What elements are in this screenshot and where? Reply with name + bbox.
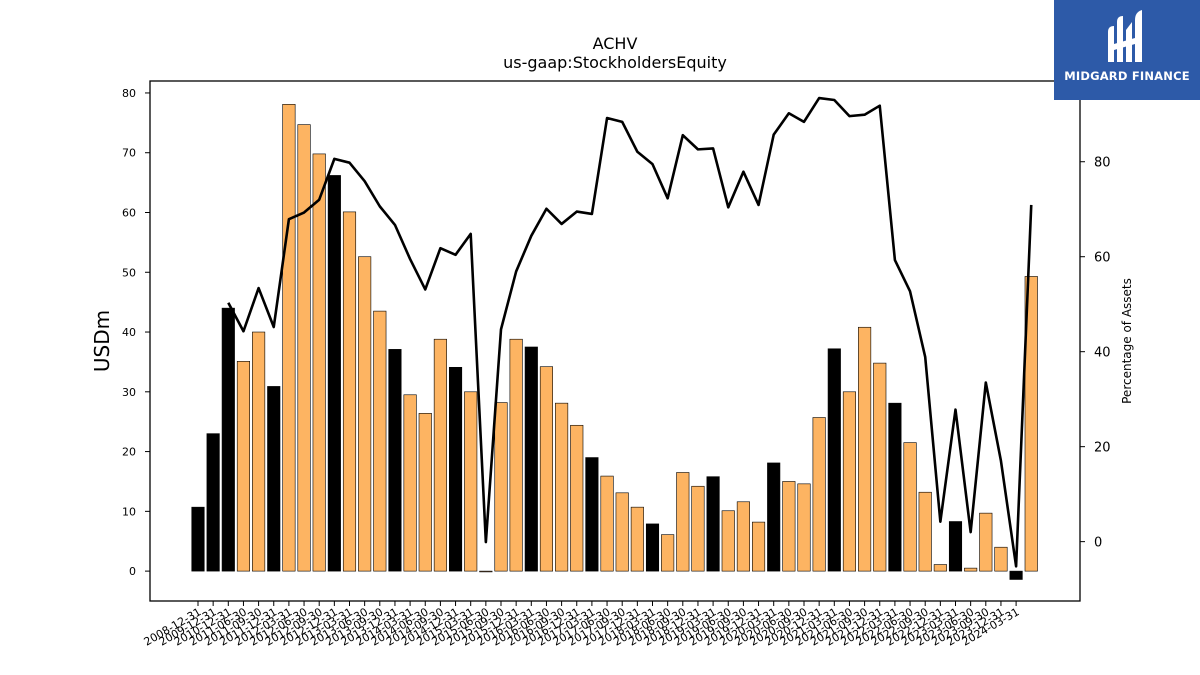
line-series	[227, 96, 1033, 568]
chart-title: ACHV	[593, 34, 638, 53]
y2-tick-label: 20	[1094, 441, 1111, 456]
y2-tick-label: 40	[1094, 346, 1111, 361]
bar	[797, 483, 811, 572]
y-tick-label: 10	[122, 505, 136, 518]
bar	[676, 472, 690, 572]
bar	[812, 417, 826, 572]
bar	[555, 402, 569, 572]
bar	[842, 391, 857, 572]
bar	[661, 534, 675, 572]
bar	[964, 567, 978, 572]
bar	[570, 424, 584, 572]
bar	[918, 491, 932, 572]
bar	[433, 338, 447, 572]
bar	[630, 506, 644, 572]
bar	[448, 366, 463, 572]
chart-subtitle: us-gaap:StockholdersEquity	[503, 53, 727, 72]
bar	[191, 506, 205, 572]
y-tick-label: 30	[122, 386, 136, 399]
bar	[358, 256, 372, 572]
bar	[327, 175, 341, 572]
bar	[1009, 570, 1023, 580]
bar	[827, 348, 841, 572]
bar	[933, 564, 947, 572]
bar	[979, 512, 993, 572]
bar	[585, 457, 599, 572]
bar	[994, 546, 1008, 572]
bar	[312, 153, 326, 572]
bar	[600, 475, 614, 572]
y-tick-label: 70	[122, 147, 136, 160]
y2-tick-label: 80	[1094, 156, 1111, 171]
bar	[342, 211, 357, 572]
bar	[736, 501, 750, 572]
bar	[751, 521, 766, 572]
bar	[873, 362, 887, 572]
bar	[418, 413, 432, 572]
bar	[645, 523, 660, 572]
y-tick-label: 50	[122, 266, 136, 279]
bar	[388, 349, 402, 572]
bar	[615, 492, 629, 572]
bar	[948, 521, 963, 572]
bar	[1024, 276, 1038, 572]
bar	[858, 326, 872, 572]
plot-area	[191, 96, 1038, 580]
bar	[479, 570, 493, 573]
x-axis: 2008-12-312009-12-312010-12-312011-06-30…	[142, 601, 1022, 649]
brand-name: MIDGARD FINANCE	[1064, 69, 1190, 83]
bar	[236, 361, 250, 572]
bar	[888, 402, 902, 572]
y2-axis-label: Percentage of Assets	[1120, 278, 1134, 404]
y2-tick-label: 0	[1094, 536, 1102, 551]
bar	[767, 462, 781, 572]
y-tick-label: 80	[122, 87, 136, 100]
bar	[691, 485, 705, 572]
brand-logo: MIDGARD FINANCE	[1054, 0, 1200, 100]
bar	[206, 433, 220, 572]
bar	[782, 481, 796, 572]
y-tick-label: 0	[129, 565, 136, 578]
bar	[221, 307, 235, 572]
midgard-logo-icon	[1108, 10, 1142, 62]
y-tick-label: 20	[122, 446, 136, 459]
bar	[509, 338, 523, 572]
bar	[706, 476, 720, 572]
bar	[297, 124, 311, 572]
bar	[903, 442, 917, 572]
bar	[373, 310, 387, 572]
bar	[403, 394, 417, 572]
bar	[721, 510, 735, 572]
bar	[494, 402, 508, 572]
y-axis-left: 0 10 20 30 40 50 60 70 80	[122, 87, 150, 578]
plot-frame	[149, 80, 1081, 602]
bar	[464, 391, 478, 572]
bar	[252, 331, 266, 572]
y-tick-label: 60	[122, 206, 136, 219]
bar	[282, 104, 296, 572]
y-axis-right: 0 20 40 60 80	[1080, 156, 1111, 551]
bar	[267, 386, 281, 572]
y-axis-label: USDm	[90, 310, 114, 372]
bar	[539, 366, 554, 572]
y-tick-label: 40	[122, 326, 136, 339]
y2-tick-label: 60	[1094, 251, 1111, 266]
bar	[524, 346, 538, 572]
